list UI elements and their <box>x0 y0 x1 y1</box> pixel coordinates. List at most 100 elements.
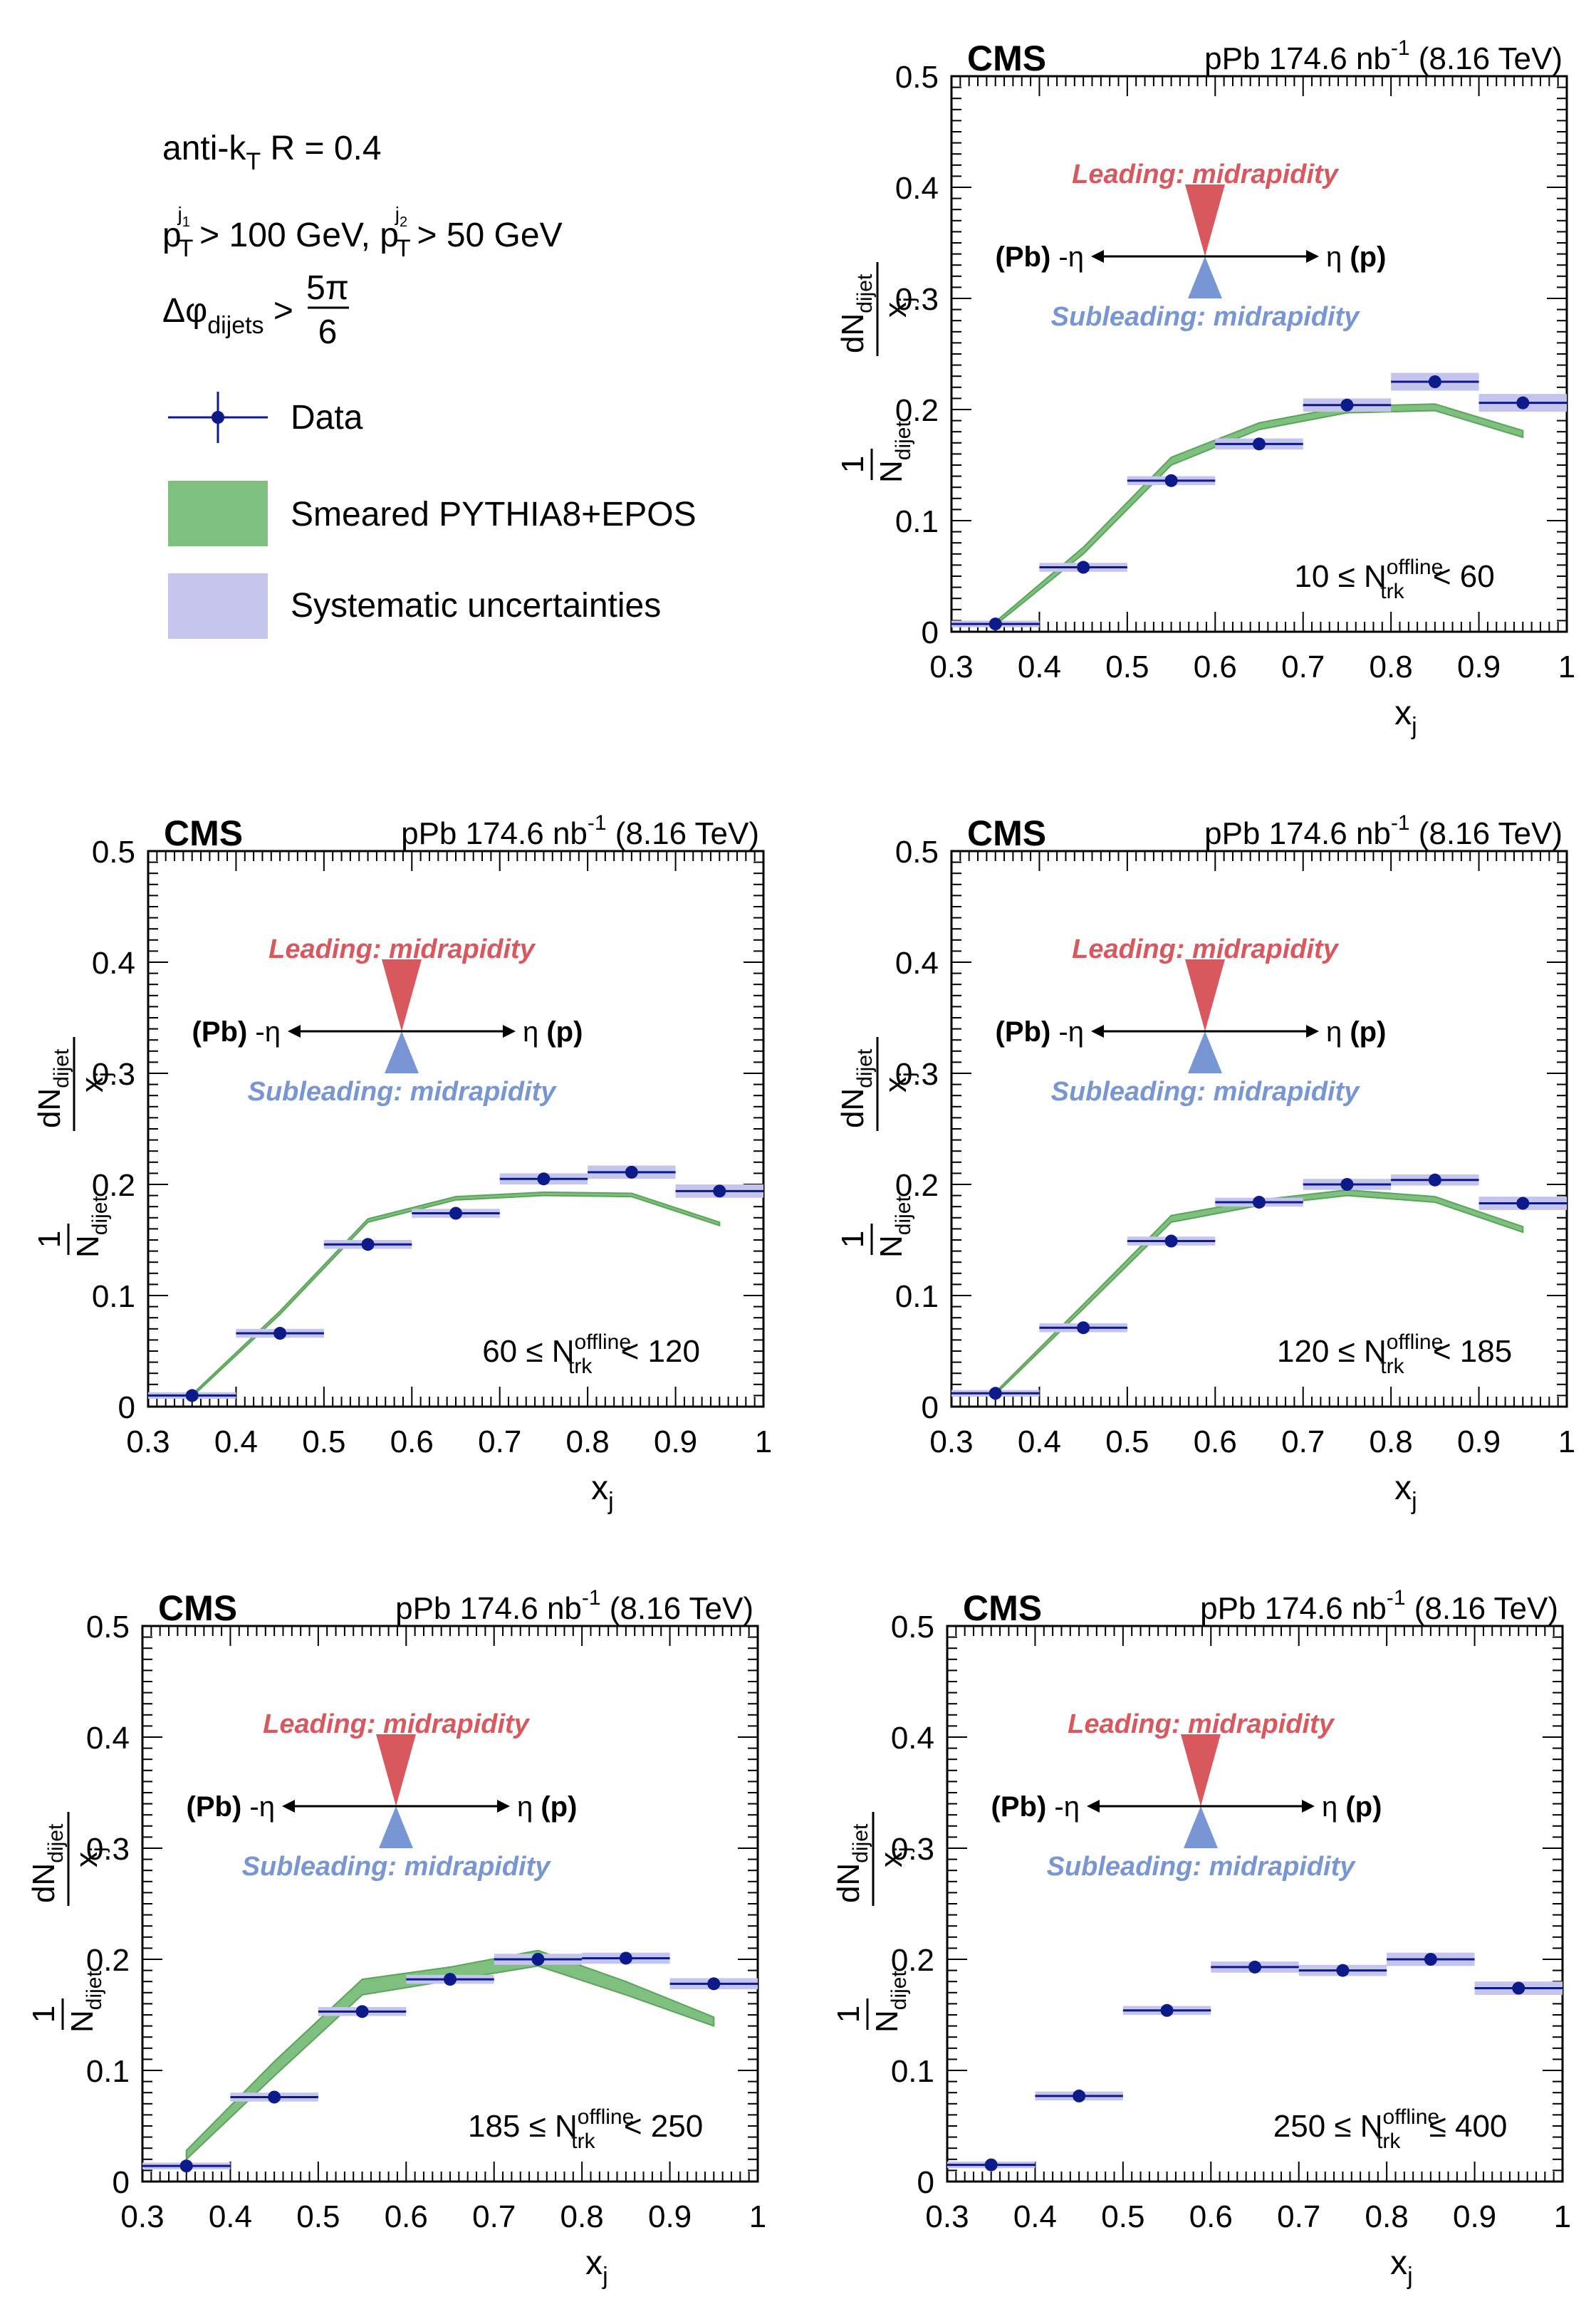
leading-triangle <box>1181 1734 1221 1806</box>
subleading-triangle <box>1184 1806 1218 1848</box>
data-point <box>1164 474 1178 487</box>
leading-triangle <box>1185 184 1225 256</box>
arrow-right <box>1302 1800 1315 1813</box>
model-band <box>994 1189 1524 1397</box>
y-tick-label: 0.5 <box>86 1610 130 1645</box>
data-point <box>989 617 1002 631</box>
y-label-num: dNdijet <box>831 1823 872 1903</box>
ntrk-label: 250 ≤ Noffline trk ≤ 400 <box>1273 2105 1508 2153</box>
y-label-one: 1 <box>32 1231 67 1248</box>
x-axis-label: xj <box>585 2244 608 2290</box>
y-label-xj: xj <box>874 1847 915 1867</box>
data-point <box>1516 396 1530 410</box>
x-tick-label: 0.6 <box>1194 650 1237 684</box>
cms-label: CMS <box>963 1588 1042 1628</box>
frac-numerator: 5π <box>306 269 349 307</box>
leading-triangle <box>382 959 422 1031</box>
y-tick-label: 0.5 <box>92 835 135 870</box>
y-tick-label: 0.3 <box>86 1832 130 1867</box>
data-point <box>185 1389 199 1402</box>
x-tick-label: 0.9 <box>654 1424 697 1459</box>
data-point <box>1336 1964 1350 1977</box>
data-point <box>1073 2089 1086 2102</box>
x-tick-label: 0.5 <box>1105 1424 1149 1459</box>
y-label-num: dNdijet <box>835 1048 877 1128</box>
arrow-right <box>497 1800 510 1813</box>
subleading-triangle <box>1188 256 1222 298</box>
arrow-left <box>1091 1025 1104 1038</box>
data-point <box>1340 398 1354 412</box>
x-tick-label: 0.4 <box>209 2199 252 2234</box>
lumi-label: pPb 174.6 nb-1 (8.16 TeV) <box>401 811 759 851</box>
data-point <box>707 1977 721 1991</box>
data-point <box>268 2090 281 2104</box>
data-point <box>1077 1321 1090 1335</box>
legend-data-marker <box>212 411 224 424</box>
x-tick-label: 0.4 <box>1018 1424 1061 1459</box>
x-tick-label: 1 <box>1558 1424 1575 1459</box>
leading-triangle <box>376 1734 416 1806</box>
y-tick-label: 0.3 <box>895 282 939 317</box>
legend-model-swatch <box>168 481 268 546</box>
leading-triangle <box>1185 959 1225 1031</box>
pt-cut-text: pTj1 > 100 GeV, pTj2 > 50 GeV <box>162 203 563 262</box>
y-tick-label: 0.2 <box>895 1168 939 1203</box>
lumi-label: pPb 174.6 nb-1 (8.16 TeV) <box>395 1586 753 1626</box>
data-point <box>1428 375 1441 388</box>
y-tick-label: 0.1 <box>895 504 939 539</box>
y-tick-label: 0.5 <box>895 835 939 870</box>
y-tick-label: 0.1 <box>895 1279 939 1314</box>
data-point <box>273 1327 287 1340</box>
y-label-num: dNdijet <box>26 1823 68 1903</box>
x-tick-label: 0.3 <box>925 2199 969 2234</box>
x-axis-label: xj <box>1394 694 1417 740</box>
y-tick-label: 0.3 <box>891 1832 934 1867</box>
y-axis-label: 1 Ndijet dNdijet xj <box>831 1812 915 2033</box>
y-axis-label: 1 Ndijet dNdijet xj <box>835 262 919 483</box>
data-point <box>531 1953 545 1966</box>
x-tick-label: 1 <box>749 2199 766 2234</box>
pb-label: (Pb) -η <box>991 1791 1080 1823</box>
panel-bottom-right: 0.3 0.4 0.5 0.6 0.7 0.8 0.9 1 0 0.1 0.2 0.3 0.4 0.5 xj… <box>831 1586 1571 2290</box>
x-tick-label: 0.5 <box>1101 2199 1144 2234</box>
y-label-den: Ndijet <box>874 1196 915 1258</box>
y-label-xj: xj <box>878 1072 919 1093</box>
ntrk-label: 10 ≤ Noffline trk < 60 <box>1294 556 1494 603</box>
x-axis-label: xj <box>1394 1469 1417 1515</box>
data-point <box>361 1238 375 1251</box>
p-label: η (p) <box>1326 1016 1386 1048</box>
frac-denominator: 6 <box>318 313 338 351</box>
subleading-label: Subleading: midrapidity <box>242 1852 552 1882</box>
subleading-label: Subleading: midrapidity <box>248 1077 558 1107</box>
data-point <box>449 1206 462 1220</box>
x-tick-label: 0.9 <box>1457 1424 1501 1459</box>
data-point <box>1253 1195 1266 1209</box>
data-point <box>1428 1173 1441 1187</box>
panel-top-right: 0.3 0.4 0.5 0.6 0.7 0.8 0.9 1 0 0.1 0.2 0.3 0.4 0.5 xj… <box>835 36 1575 740</box>
y-label-den: Ndijet <box>65 1971 106 2033</box>
subleading-triangle <box>385 1031 419 1073</box>
x-tick-label: 1 <box>755 1424 772 1459</box>
y-axis-label: 1 Ndijet dNdijet xj <box>32 1037 116 1258</box>
y-label-one: 1 <box>835 456 870 473</box>
arrow-right <box>1306 250 1319 263</box>
subleading-label: Subleading: midrapidity <box>1051 302 1361 332</box>
y-tick-label: 0.4 <box>891 1721 934 1756</box>
x-tick-label: 0.5 <box>302 1424 345 1459</box>
x-tick-label: 0.3 <box>929 1424 973 1459</box>
pb-label: (Pb) -η <box>187 1791 275 1823</box>
x-tick-label: 0.9 <box>648 2199 692 2234</box>
data-point <box>619 1951 632 1965</box>
x-tick-label: 0.3 <box>120 2199 164 2234</box>
y-label-den: Ndijet <box>71 1196 112 1258</box>
x-tick-label: 0.4 <box>1018 650 1061 684</box>
data-point <box>179 2159 193 2173</box>
data-point <box>989 1387 1002 1400</box>
x-tick-label: 0.8 <box>1365 2199 1409 2234</box>
data-point <box>1077 561 1090 574</box>
y-label-num: dNdijet <box>32 1048 73 1128</box>
ntrk-label: 120 ≤ Noffline trk < 185 <box>1277 1330 1512 1378</box>
data-point <box>444 1973 457 1986</box>
legend-syst-label: Systematic uncertainties <box>291 587 661 625</box>
y-label-xj: xj <box>75 1072 116 1093</box>
